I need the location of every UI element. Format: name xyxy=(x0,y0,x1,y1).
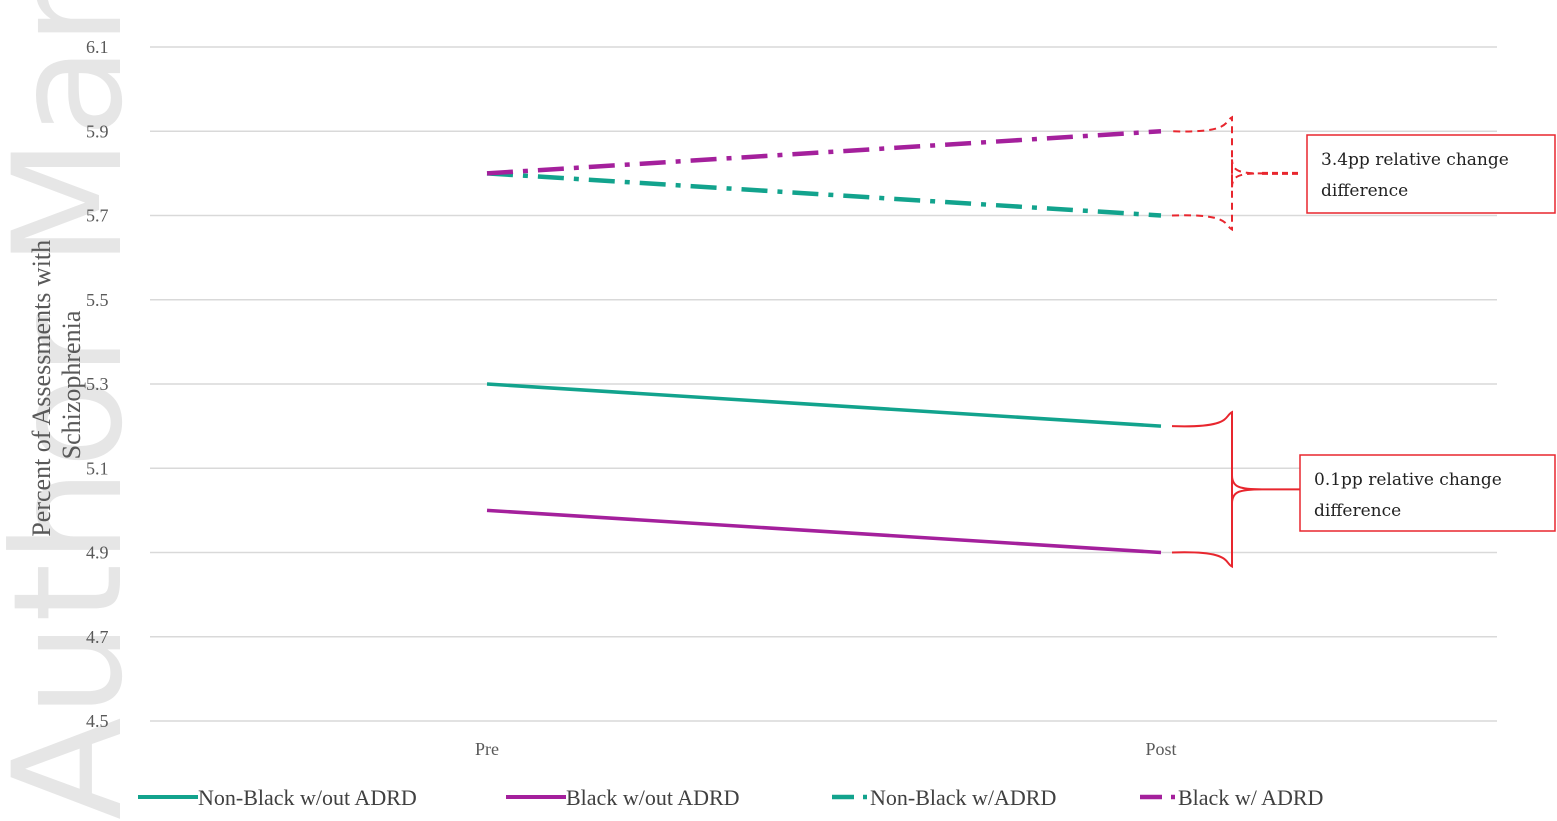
legend: Non-Black w/out ADRD Black w/out ADRD Non-… xyxy=(138,785,1323,810)
y-tick-label: 4.9 xyxy=(86,543,109,563)
series-line-2 xyxy=(486,171,1162,218)
y-axis-ticks: 4.5 4.7 4.9 5.1 5.3 5.5 5.7 5.9 6.1 xyxy=(86,37,109,731)
brace-1 xyxy=(1171,410,1263,569)
y-tick-label: 5.1 xyxy=(86,458,109,478)
annotation-text-0-line-1: difference xyxy=(1321,181,1408,201)
annotation-box-0 xyxy=(1306,134,1556,214)
gridlines xyxy=(150,46,1497,722)
legend-label-3: Black w/ ADRD xyxy=(1178,785,1323,810)
legend-label-0: Non-Black w/out ADRD xyxy=(198,785,417,810)
y-tick-label: 5.7 xyxy=(86,206,109,226)
legend-label-2: Non-Black w/ADRD xyxy=(870,785,1056,810)
legend-label-1: Black w/out ADRD xyxy=(566,785,740,810)
y-tick-label: 4.7 xyxy=(86,627,109,647)
y-axis-title: Percent of Assessments with Schizophreni… xyxy=(27,233,86,536)
y-tick-label: 4.5 xyxy=(86,711,109,731)
annotation-text-0-line-0: 3.4pp relative change xyxy=(1321,150,1509,170)
x-tick-label: Post xyxy=(1145,739,1176,759)
brace-0 xyxy=(1171,115,1263,232)
x-tick-label: Pre xyxy=(475,739,499,759)
y-tick-label: 6.1 xyxy=(86,37,109,57)
series-line-0 xyxy=(486,382,1162,428)
watermark: Author Manuscript xyxy=(0,0,156,820)
series-line-1 xyxy=(486,508,1162,555)
annotation-text-1-line-1: difference xyxy=(1314,501,1401,521)
annotation-text-1-line-0: 0.1pp relative change xyxy=(1314,470,1502,490)
annotation-box-1 xyxy=(1299,454,1556,532)
series-lines xyxy=(486,129,1162,555)
annotations: 3.4pp relative change difference 0.1pp rel… xyxy=(1171,115,1556,569)
y-axis-title-line-2: Schizophrenia xyxy=(57,310,86,459)
y-axis-title-line-1: Percent of Assessments with xyxy=(27,240,56,537)
y-tick-label: 5.3 xyxy=(86,374,109,394)
y-tick-label: 5.5 xyxy=(86,290,109,310)
y-tick-label: 5.9 xyxy=(86,121,109,141)
x-axis-ticks: Pre Post xyxy=(475,739,1177,759)
series-line-3 xyxy=(486,129,1162,176)
